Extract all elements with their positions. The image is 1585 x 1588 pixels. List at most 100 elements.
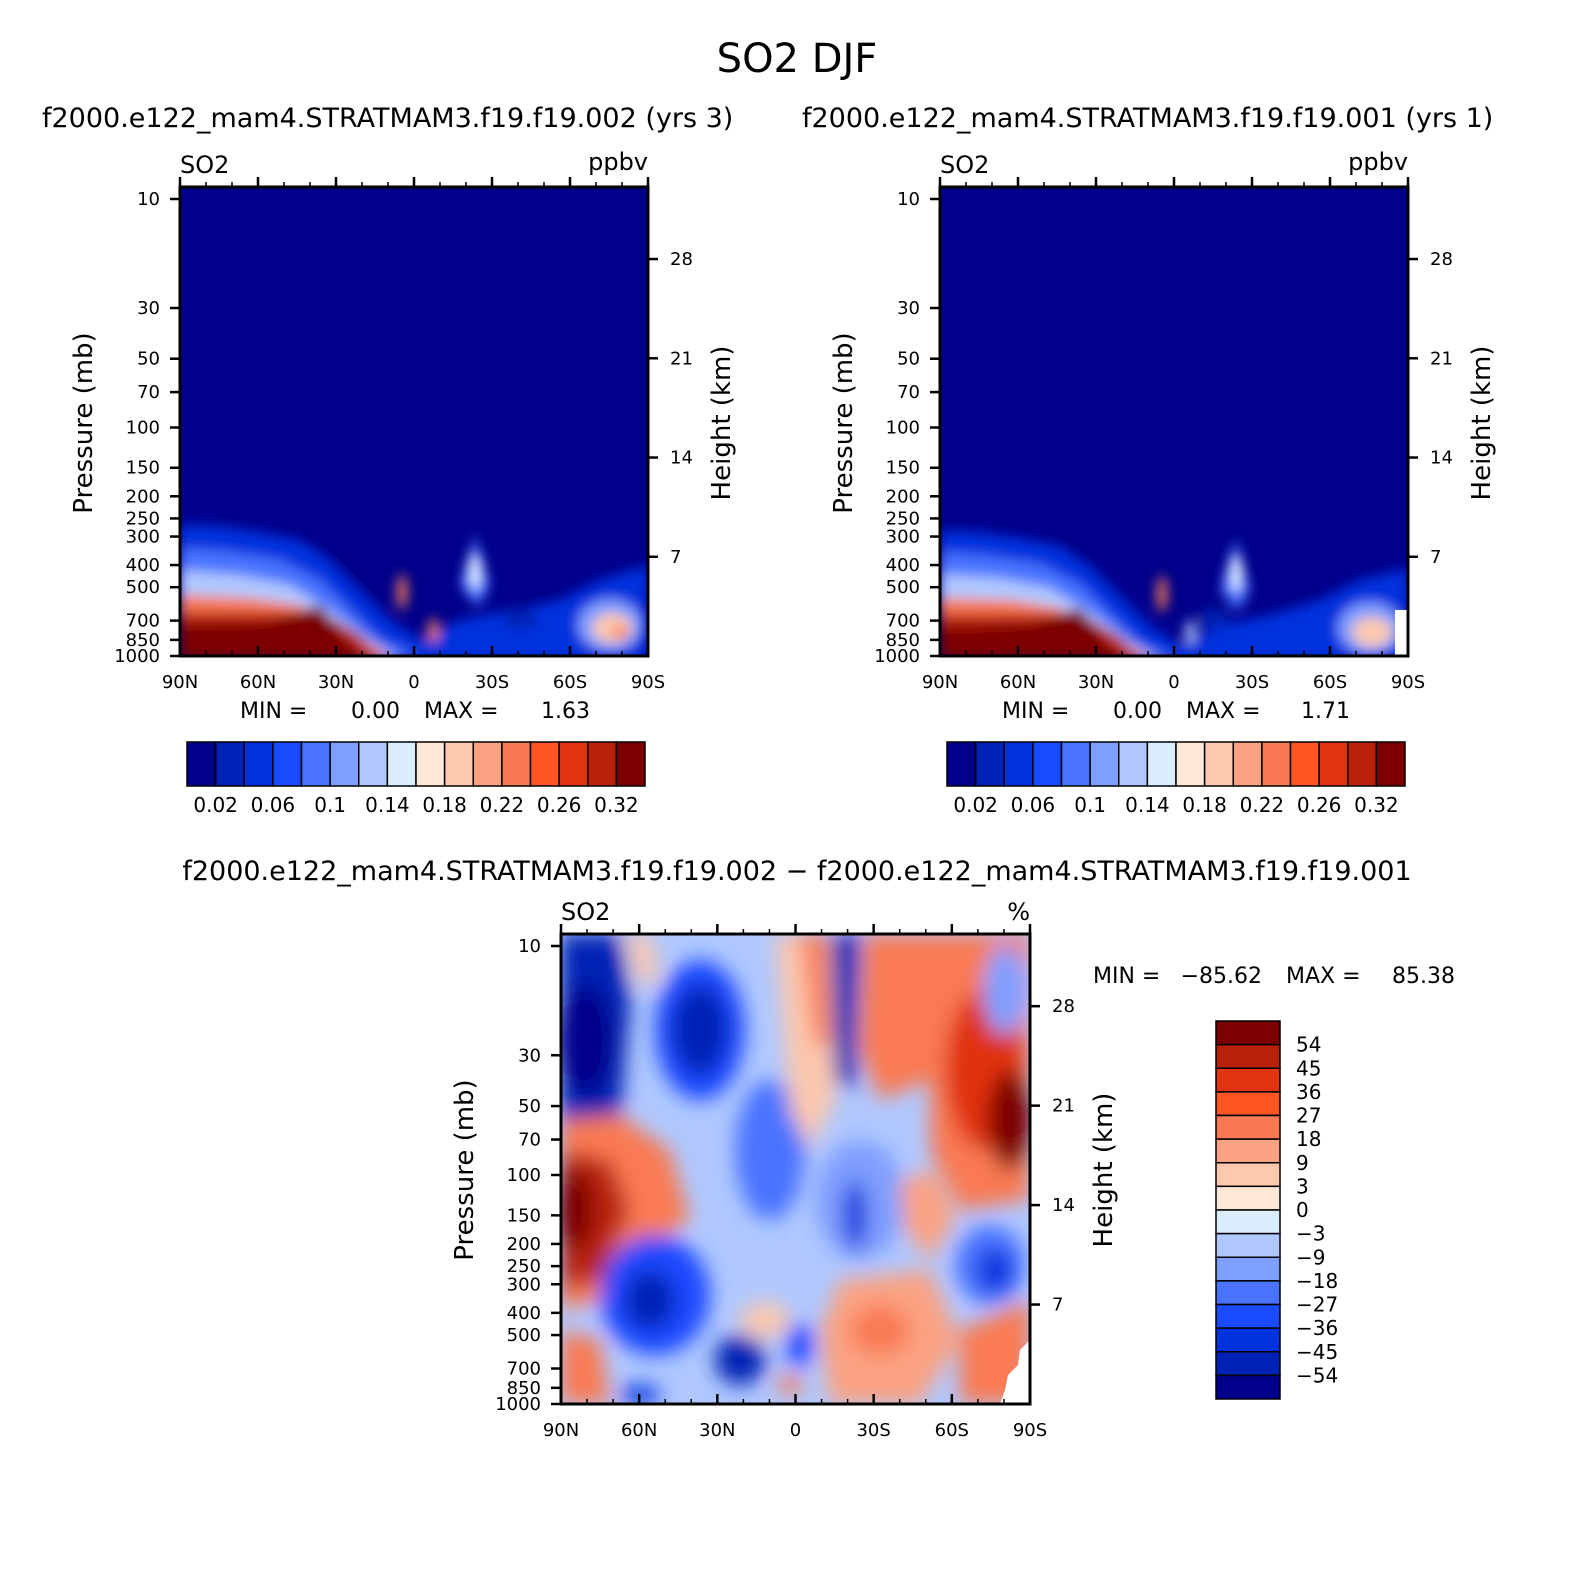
y-tick-label: 300 [126,527,160,548]
subtitle-left: f2000.e122_mam4.STRATMAM3.f19.f19.002 (y… [42,103,733,134]
colorbar-box [1118,741,1149,787]
y2-tick-label: 21 [670,348,693,369]
y-tick-label: 850 [507,1378,541,1399]
x-tick-label: 60S [935,1420,969,1441]
x-tick-label: 90S [631,672,665,693]
x-tick-label: 90N [162,672,198,693]
stats-min-value: −85.62 [1181,964,1262,989]
y-tick-label: 30 [897,298,920,319]
y-tick-label: 250 [126,508,160,529]
colorbar-box [1089,741,1120,787]
colorbar-label: −36 [1296,1316,1338,1340]
x-tick-label: 90N [543,1420,579,1441]
x-tick-label: 30S [475,672,509,693]
y-tick-label: 70 [518,1130,541,1151]
y-tick-label: 1000 [114,646,160,667]
contour-field [180,187,648,656]
colorbar-box [1215,1280,1281,1306]
y-tick-label: 500 [886,577,920,598]
subtitle-right: f2000.e122_mam4.STRATMAM3.f19.f19.001 (y… [802,103,1493,134]
colorbar-box [1215,1067,1281,1093]
x-tick-label: 0 [408,672,419,693]
colorbar-label: −54 [1296,1363,1338,1387]
colorbar-label: −27 [1296,1293,1338,1317]
colorbar-box [1146,741,1177,787]
y-axis-label: Pressure (mb) [69,332,99,513]
colorbar-label: 0.32 [1354,793,1399,817]
variable-label: SO2 [940,151,989,179]
stats-min-value: 0.00 [351,699,400,724]
y-tick-label: 850 [886,630,920,651]
x-tick-label: 0 [790,1420,801,1441]
y-tick-label: 300 [886,527,920,548]
colorbar-box [415,741,446,787]
y-tick-label: 70 [137,382,160,403]
stats-min-value: 0.00 [1113,699,1162,724]
y2-tick-label: 14 [1430,448,1453,469]
colorbar-label: 36 [1296,1080,1321,1104]
y-tick-label: 100 [507,1165,541,1186]
colorbar-label: 0.06 [251,793,296,817]
x-tick-label: 90S [1391,672,1425,693]
colorbar-box [1215,1374,1281,1400]
colorbar-box [1232,741,1263,787]
colorbar-box [1215,1256,1281,1282]
colorbar-box [329,741,360,787]
y-tick-label: 300 [507,1274,541,1295]
y-tick-label: 850 [126,630,160,651]
y-tick-label: 400 [126,555,160,576]
stats-max-value: 1.71 [1301,699,1350,724]
y2-axis-label: Height (km) [707,346,737,501]
x-tick-label: 30N [1078,672,1114,693]
y-tick-label: 400 [886,555,920,576]
variable-label: SO2 [561,898,610,926]
y-tick-label: 500 [126,577,160,598]
panel-model-001: SO2 ppbv 90N 60N 30N 0 30S 60S 90S 10 30 50 70 100 1… [829,148,1497,817]
colorbar-box [1347,741,1378,787]
x-tick-label: 30S [1235,672,1269,693]
colorbar-box [1215,1232,1281,1258]
colorbar-box [1261,741,1292,787]
colorbar-box [472,741,503,787]
y-tick-label: 700 [126,611,160,632]
colorbar-label: 0.22 [1240,793,1285,817]
y2-tick-label: 28 [1052,996,1075,1017]
colorbar-box [358,741,389,787]
colorbar-label: 0.1 [314,793,346,817]
colorbar-box [1215,1091,1281,1117]
colorbar-box [1032,741,1063,787]
y-tick-label: 1000 [495,1394,541,1415]
x-tick-label: 30N [699,1420,735,1441]
y-tick-label: 50 [518,1096,541,1117]
colorbar-label: −3 [1296,1222,1325,1246]
y2-tick-label: 14 [1052,1195,1075,1216]
y-tick-label: 100 [886,418,920,439]
colorbar-label: −18 [1296,1269,1338,1293]
colorbar-box [1215,1138,1281,1164]
y2-tick-label: 7 [1052,1295,1063,1316]
colorbar-label: 0.26 [537,793,582,817]
x-tick-label: 90N [922,672,958,693]
stats-min-label: MIN = [1002,699,1069,724]
colorbar-label: 0.02 [953,793,998,817]
y-axis-label: Pressure (mb) [829,332,859,513]
colorbar-box [386,741,417,787]
colorbar-label: 0.32 [594,793,639,817]
colorbar-box [1215,1114,1281,1140]
colorbar-box [1215,1209,1281,1235]
y2-tick-label: 7 [670,547,681,568]
colorbar-box [272,741,303,787]
y-tick-label: 70 [897,382,920,403]
y2-tick-label: 14 [670,448,693,469]
contour-field [561,934,1030,1404]
y-tick-label: 150 [886,458,920,479]
stats-max-label: MAX = [424,699,499,724]
colorbar-box [587,741,618,787]
y2-tick-label: 28 [1430,249,1453,270]
colorbar-label: 0.14 [365,793,410,817]
units-label: ppbv [588,148,648,176]
y-tick-label: 100 [126,418,160,439]
x-tick-label: 60N [621,1420,657,1441]
colorbar-box [1215,1351,1281,1377]
